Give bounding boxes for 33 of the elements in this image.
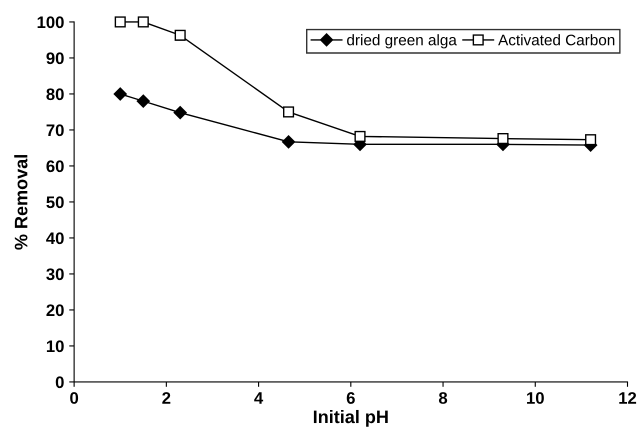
y-tick-label: 20 [46,304,64,316]
y-tick-label: 100 [38,16,64,28]
point [282,135,296,148]
y-tick-label: 50 [46,196,64,208]
point [174,106,187,120]
x-tick-label: 10 [527,392,544,404]
y-tick-label: 70 [46,124,64,136]
x-tick-label: 0 [70,392,78,404]
legend-label: Activated Carbon [498,34,614,46]
point [114,16,126,28]
y-tick-label: 0 [56,376,64,388]
point [136,94,150,108]
y-tick-label: 60 [46,160,64,172]
y-tick-label: 40 [46,232,64,244]
point [354,130,366,142]
point [174,30,186,41]
x-tick-label: 4 [254,392,264,404]
y-tick-label: 10 [46,340,64,352]
x-tick-label: 8 [438,392,448,404]
point [114,87,127,101]
y-tick-label: 80 [46,88,64,100]
point [138,16,149,28]
x-tick-label: 12 [619,392,636,404]
x-tick-label: 6 [346,392,355,404]
point [585,134,596,146]
x-tick-label: 2 [162,392,170,404]
y-tick-label: 90 [46,52,64,64]
y-axis-title: % Removal [14,155,28,250]
y-tick-label: 30 [46,268,64,280]
legend-label: dried green alga [347,34,457,48]
point [497,133,509,144]
point [283,106,294,118]
x-axis-title: Initial pH [314,410,388,427]
